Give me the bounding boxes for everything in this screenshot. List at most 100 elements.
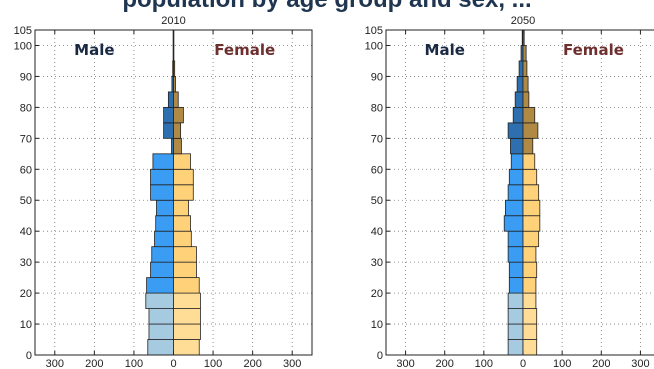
bar-female xyxy=(173,292,201,309)
x-tick-label: 200 xyxy=(436,358,454,369)
bar-female xyxy=(173,153,191,170)
bar-male xyxy=(507,323,524,340)
female-label: Female xyxy=(214,41,275,59)
bar-female xyxy=(522,246,537,263)
y-tick-label: 50 xyxy=(371,195,383,207)
bar-female xyxy=(173,246,197,263)
bar-male xyxy=(167,91,174,108)
y-tick-label: 90 xyxy=(20,71,32,83)
x-tick-label: 100 xyxy=(553,358,571,369)
bar-female xyxy=(173,308,201,325)
bar-female xyxy=(173,339,200,356)
bar-male xyxy=(154,230,174,248)
x-tick-label: 200 xyxy=(243,358,261,369)
bar-female xyxy=(522,91,530,108)
bar-male xyxy=(152,153,174,170)
bar-female xyxy=(173,122,182,139)
bar-female xyxy=(522,122,539,139)
x-tick-label: 300 xyxy=(46,358,64,369)
page-title: population by age group and sex, ... xyxy=(0,0,654,14)
y-tick-label: 0 xyxy=(26,350,32,362)
bar-female xyxy=(173,168,194,186)
bar-female xyxy=(522,60,528,77)
bar-female xyxy=(173,261,197,279)
x-tick-label: 300 xyxy=(283,358,301,369)
y-tick-label: 60 xyxy=(20,164,32,176)
female-label: Female xyxy=(563,41,624,59)
y-tick-label: 105 xyxy=(365,25,383,37)
bar-female xyxy=(173,184,194,201)
bar-female xyxy=(173,230,192,248)
male-label: Male xyxy=(74,41,114,59)
y-tick-label: 80 xyxy=(371,102,383,114)
bar-female xyxy=(522,76,529,93)
bar-female xyxy=(522,308,538,325)
y-tick-label: 20 xyxy=(371,288,383,300)
bar-male xyxy=(512,106,524,124)
bar-female xyxy=(173,106,184,124)
y-tick-label: 30 xyxy=(371,257,383,269)
bar-male xyxy=(163,122,174,139)
x-tick-label: 300 xyxy=(396,358,414,369)
bar-male xyxy=(516,76,524,93)
chart-2: 300 200 100 0 100 200 300 0 10 20 30 40 50 60 70 80 90 10… xyxy=(365,15,654,369)
y-tick-label: 40 xyxy=(371,226,383,238)
bar-male xyxy=(146,277,174,294)
y-tick-label: 100 xyxy=(14,40,32,52)
x-tick-label: 200 xyxy=(592,358,610,369)
y-tick-label: 10 xyxy=(371,319,383,331)
bar-male xyxy=(504,199,524,217)
x-tick-label: 100 xyxy=(475,358,493,369)
bar-female xyxy=(522,230,540,248)
chart-title: 2010 xyxy=(161,15,185,27)
bar-male xyxy=(507,292,524,309)
bar-female xyxy=(522,45,527,62)
y-tick-label: 20 xyxy=(20,288,32,300)
bar-male xyxy=(155,215,174,232)
y-tick-label: 30 xyxy=(20,257,32,269)
bar-male xyxy=(156,199,174,217)
bar-male xyxy=(148,323,174,340)
bar-male xyxy=(507,246,524,263)
chart-title: 2050 xyxy=(511,15,535,27)
bar-female xyxy=(522,153,536,170)
bar-male xyxy=(151,246,174,263)
bar-female xyxy=(522,199,541,217)
y-tick-label: 70 xyxy=(371,133,383,145)
y-tick-label: 70 xyxy=(20,133,32,145)
y-tick-label: 90 xyxy=(371,71,383,83)
bar-female xyxy=(522,339,538,356)
y-tick-label: 40 xyxy=(20,226,32,238)
bar-female xyxy=(522,323,538,340)
y-tick-label: 50 xyxy=(20,195,32,207)
male-label: Male xyxy=(425,41,465,59)
bar-male xyxy=(148,308,174,325)
bar-female xyxy=(173,76,176,93)
x-tick-label: 300 xyxy=(631,358,649,369)
bar-male xyxy=(508,261,524,279)
bar-male xyxy=(507,308,524,325)
bar-male xyxy=(150,168,174,186)
bar-female xyxy=(522,261,538,279)
bar-female xyxy=(173,323,201,340)
bar-female xyxy=(522,215,541,232)
bar-male xyxy=(508,277,524,294)
bar-male xyxy=(508,168,524,186)
bar-male xyxy=(503,215,524,232)
bar-female xyxy=(173,137,182,155)
y-tick-label: 0 xyxy=(377,350,383,362)
bar-female xyxy=(173,91,179,108)
bar-male xyxy=(147,339,174,356)
bar-male xyxy=(510,137,524,155)
bar-female xyxy=(522,106,536,124)
bar-male xyxy=(514,91,524,108)
bar-female xyxy=(173,215,191,232)
x-tick-label: 100 xyxy=(204,358,222,369)
bar-female xyxy=(522,168,538,186)
bar-male xyxy=(145,292,174,309)
bar-male xyxy=(507,230,524,248)
chart-1: 300 200 100 0 100 200 300 0 10 20 30 40 50 60 70 80 90 10… xyxy=(14,15,313,369)
bar-male xyxy=(510,153,524,170)
bar-male xyxy=(507,184,524,201)
